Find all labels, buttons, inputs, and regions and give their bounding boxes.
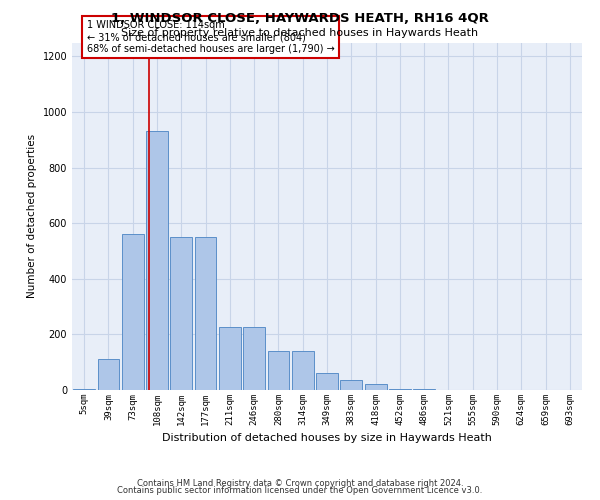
Bar (194, 237, 217, 390)
Bar (340, 380, 362, 390)
Bar (243, 328, 265, 390)
Bar (122, 234, 143, 390)
X-axis label: Distribution of detached houses by size in Haywards Heath: Distribution of detached houses by size … (162, 434, 492, 444)
Text: 1, WINDSOR CLOSE, HAYWARDS HEATH, RH16 4QR: 1, WINDSOR CLOSE, HAYWARDS HEATH, RH16 4… (111, 12, 489, 26)
Bar (97, 360, 119, 390)
Bar (292, 351, 314, 390)
Text: Size of property relative to detached houses in Haywards Heath: Size of property relative to detached ho… (121, 28, 479, 38)
Text: Contains HM Land Registry data © Crown copyright and database right 2024.: Contains HM Land Registry data © Crown c… (137, 478, 463, 488)
Text: Contains public sector information licensed under the Open Government Licence v3: Contains public sector information licen… (118, 486, 482, 495)
Y-axis label: Number of detached properties: Number of detached properties (27, 134, 37, 298)
Text: 1 WINDSOR CLOSE: 114sqm
← 31% of detached houses are smaller (804)
68% of semi-d: 1 WINDSOR CLOSE: 114sqm ← 31% of detache… (86, 20, 334, 54)
Bar (73, 388, 95, 390)
Bar (365, 384, 386, 390)
Bar (389, 388, 411, 390)
Bar (219, 328, 241, 390)
Bar (316, 374, 338, 390)
Bar (268, 351, 289, 390)
Bar (146, 132, 168, 390)
Bar (170, 237, 192, 390)
